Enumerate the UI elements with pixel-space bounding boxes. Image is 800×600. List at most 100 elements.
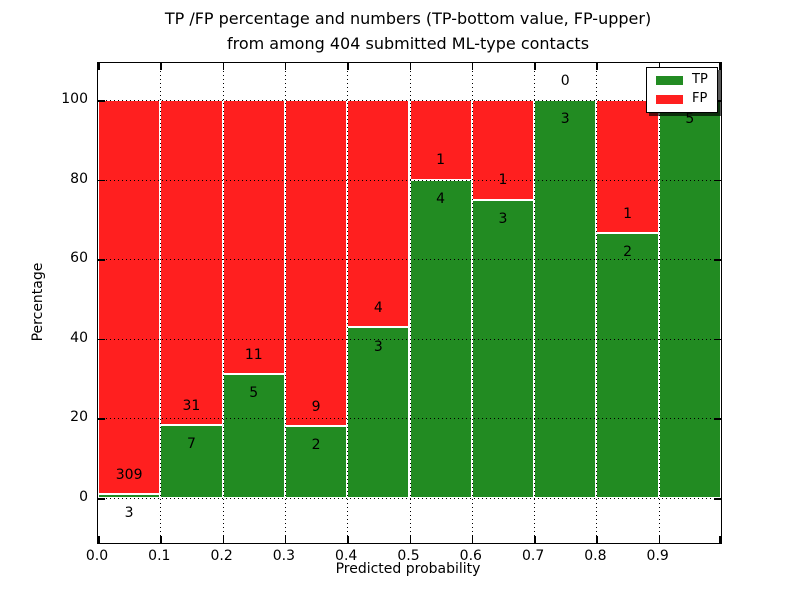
bar-value-tp: 5 bbox=[685, 111, 695, 128]
legend-label-tp: TP bbox=[692, 72, 708, 87]
v-gridline bbox=[658, 63, 660, 543]
legend: TP FP bbox=[646, 67, 718, 113]
bar-value-fp: 1 bbox=[436, 152, 446, 169]
x-tick-mark bbox=[284, 63, 287, 70]
y-tick-mark bbox=[98, 259, 105, 261]
y-tick-label: 80 bbox=[70, 170, 88, 187]
x-tick-mark bbox=[719, 63, 721, 70]
x-axis-label: Predicted probability bbox=[335, 561, 481, 577]
v-gridline bbox=[347, 63, 349, 543]
x-tick-mark bbox=[98, 536, 100, 543]
v-gridline bbox=[471, 63, 473, 543]
bar-segment-fp bbox=[284, 100, 348, 426]
x-tick-mark bbox=[347, 63, 349, 70]
x-tick-mark bbox=[596, 536, 598, 543]
x-tick-label: 0.4 bbox=[335, 548, 358, 564]
x-tick-mark bbox=[596, 63, 598, 70]
v-gridline bbox=[284, 63, 286, 543]
bar-value-fp: 309 bbox=[115, 467, 143, 484]
bar-value-tp: 7 bbox=[186, 435, 196, 452]
legend-swatch-fp-icon bbox=[656, 94, 683, 104]
bar-value-fp: 0 bbox=[560, 72, 570, 89]
bar-value-tp: 3 bbox=[124, 505, 134, 522]
bar-value-tp: 2 bbox=[623, 243, 633, 260]
legend-label-fp: FP bbox=[692, 91, 708, 106]
bar-segment-tp bbox=[98, 494, 161, 498]
bar-segment-fp bbox=[160, 100, 223, 425]
x-tick-label: 0.9 bbox=[646, 548, 669, 564]
bar-value-fp: 1 bbox=[623, 205, 633, 222]
x-tick-mark bbox=[160, 63, 162, 70]
bar-value-fp: 11 bbox=[244, 346, 263, 363]
y-tick-label: 60 bbox=[70, 250, 88, 267]
bar-segment-fp bbox=[98, 100, 161, 495]
x-tick-mark bbox=[284, 536, 287, 543]
y-tick-label: 0 bbox=[79, 489, 88, 505]
y-tick-mark bbox=[98, 418, 105, 420]
x-tick-mark bbox=[471, 63, 474, 70]
x-tick-label: 0.2 bbox=[210, 548, 233, 564]
x-tick-mark bbox=[534, 63, 536, 70]
y-tick-mark bbox=[714, 259, 721, 261]
bar-segment-fp bbox=[222, 100, 285, 374]
bar-value-tp: 2 bbox=[311, 436, 321, 453]
y-tick-mark bbox=[714, 498, 721, 500]
bar-segment-tp bbox=[534, 100, 597, 498]
x-tick-mark bbox=[409, 536, 412, 543]
y-tick-mark bbox=[714, 338, 721, 341]
y-tick-label: 40 bbox=[70, 329, 88, 346]
y-tick-mark bbox=[714, 179, 721, 182]
v-gridline bbox=[534, 63, 536, 543]
x-tick-mark bbox=[222, 63, 225, 70]
x-tick-mark bbox=[658, 63, 661, 70]
chart-title-line1: TP /FP percentage and numbers (TP-bottom… bbox=[164, 9, 652, 28]
bar-segment-fp bbox=[347, 100, 410, 328]
x-tick-label: 0.5 bbox=[397, 548, 420, 564]
x-tick-label: 0.6 bbox=[459, 548, 482, 564]
chart-title: TP /FP percentage and numbers (TP-bottom… bbox=[16, 6, 800, 56]
y-tick-mark bbox=[98, 338, 105, 341]
bar-segment-tp bbox=[284, 425, 348, 498]
legend-swatch-tp-icon bbox=[656, 75, 683, 85]
v-gridline bbox=[409, 63, 411, 543]
bar-value-fp: 4 bbox=[373, 300, 383, 317]
bar-segment-tp bbox=[596, 232, 659, 498]
bar-value-tp: 3 bbox=[498, 210, 508, 227]
y-tick-label: 100 bbox=[61, 91, 88, 107]
legend-item-tp: TP bbox=[656, 73, 708, 87]
bar-segment-tp bbox=[160, 424, 223, 498]
v-gridline bbox=[596, 63, 598, 543]
plot-area: 309331711592431413031205 bbox=[97, 62, 722, 544]
x-tick-label: 0.1 bbox=[148, 548, 171, 564]
x-tick-mark bbox=[160, 536, 162, 543]
chart-title-line2: from among 404 submitted ML-type contact… bbox=[226, 34, 590, 53]
bar-segment-tp bbox=[471, 199, 535, 498]
x-tick-mark bbox=[534, 536, 536, 543]
bar-segment-tp bbox=[658, 100, 721, 498]
bar-value-fp: 1 bbox=[498, 172, 508, 189]
bar-segment-tp bbox=[347, 327, 410, 498]
x-tick-label: 0.3 bbox=[272, 548, 296, 564]
bar-value-tp: 3 bbox=[560, 111, 570, 128]
x-tick-label: 0.8 bbox=[584, 548, 607, 564]
bar-segment-tp bbox=[222, 373, 285, 498]
v-gridline bbox=[222, 63, 224, 543]
bar-value-tp: 3 bbox=[373, 338, 383, 355]
x-tick-mark bbox=[471, 536, 474, 543]
y-tick-mark bbox=[98, 498, 105, 500]
bar-value-fp: 9 bbox=[311, 398, 321, 415]
x-tick-label: 0.7 bbox=[521, 548, 545, 564]
x-tick-mark bbox=[409, 63, 412, 70]
bar-value-fp: 31 bbox=[182, 397, 201, 414]
bar-value-tp: 4 bbox=[436, 190, 446, 207]
x-tick-label: 0.0 bbox=[85, 548, 109, 564]
y-tick-mark bbox=[98, 179, 105, 182]
x-tick-mark bbox=[222, 536, 225, 543]
v-gridline bbox=[160, 63, 162, 543]
x-tick-mark bbox=[719, 536, 721, 543]
bar-segment-fp bbox=[409, 100, 472, 180]
y-tick-label: 20 bbox=[70, 409, 88, 426]
legend-item-fp: FP bbox=[656, 92, 708, 106]
bar-value-tp: 5 bbox=[249, 384, 259, 401]
